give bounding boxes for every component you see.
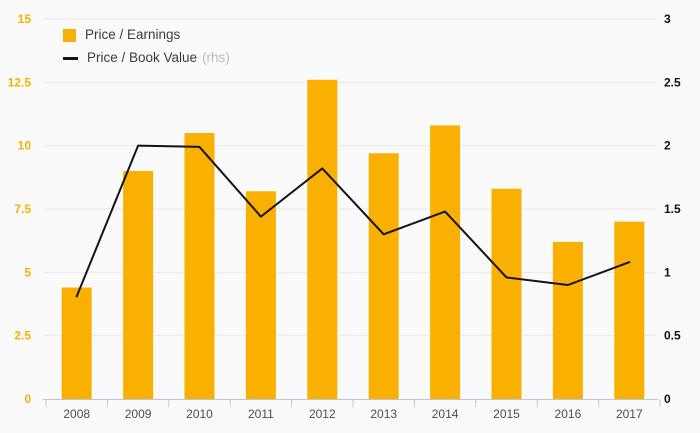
bar-2017[interactable] <box>614 221 645 399</box>
left-axis-label-15: 15 <box>18 12 32 26</box>
bar-2014[interactable] <box>430 125 461 400</box>
legend-label-price-book-value: Price / Book Value <box>87 50 198 65</box>
legend-label-rhs-suffix: (rhs) <box>202 50 230 65</box>
right-axis-label-0.5: 0.5 <box>664 329 681 343</box>
x-axis-label-2009: 2009 <box>125 407 152 421</box>
right-axis-label-2.5: 2.5 <box>664 75 681 89</box>
bar-2010[interactable] <box>184 133 215 399</box>
bar-2008[interactable] <box>61 287 92 399</box>
bar-2013[interactable] <box>368 153 399 399</box>
x-axis-label-2014: 2014 <box>432 407 459 421</box>
bar-2011[interactable] <box>245 191 276 399</box>
legend-label-price-earnings: Price / Earnings <box>85 27 181 42</box>
bar-2012[interactable] <box>307 79 338 400</box>
left-axis-label-10: 10 <box>18 139 32 153</box>
bar-2016[interactable] <box>552 241 583 399</box>
x-axis-label-2012: 2012 <box>309 407 336 421</box>
left-axis-label-0: 0 <box>24 392 31 406</box>
left-axis-label-2.5: 2.5 <box>14 329 31 343</box>
right-axis-label-3: 3 <box>664 12 671 26</box>
left-axis-label-12.5: 12.5 <box>8 75 32 89</box>
price-book-value-line[interactable] <box>75 144 631 298</box>
bar-2009[interactable] <box>123 171 154 399</box>
x-axis-label-2008: 2008 <box>63 407 90 421</box>
left-axis-label-5: 5 <box>24 265 31 279</box>
x-axis-label-2016: 2016 <box>555 407 582 421</box>
right-axis-label-1: 1 <box>664 265 671 279</box>
legend-item-price-earnings[interactable]: Price / Earnings <box>63 26 230 44</box>
x-axis-label-2013: 2013 <box>370 407 397 421</box>
line-series-swatch-icon <box>63 56 78 60</box>
x-axis-label-2010: 2010 <box>186 407 213 421</box>
right-axis-label-1.5: 1.5 <box>664 202 681 216</box>
bar-2015[interactable] <box>491 188 522 399</box>
bar-series-swatch-icon <box>63 28 76 42</box>
left-axis-label-7.5: 7.5 <box>14 202 31 216</box>
x-axis-label-2011: 2011 <box>248 407 274 421</box>
right-axis-label-0: 0 <box>664 392 671 406</box>
chart-legend: Price / Earnings Price / Book Value (rhs… <box>63 26 230 67</box>
x-axis-label-2015: 2015 <box>493 407 520 421</box>
right-axis-label-2: 2 <box>664 139 671 153</box>
x-axis-label-2017: 2017 <box>616 407 643 421</box>
legend-item-price-book-value[interactable]: Price / Book Value (rhs) <box>63 49 230 67</box>
